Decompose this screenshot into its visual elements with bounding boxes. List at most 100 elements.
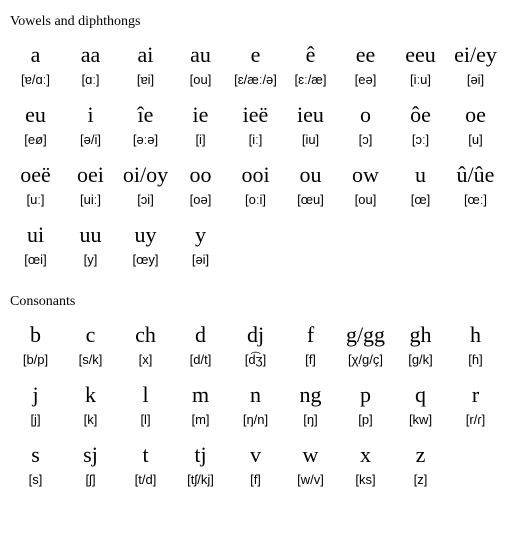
ipa-row: [œi][y][œy][əi] — [8, 248, 502, 276]
ipa-cell: [j] — [8, 408, 63, 436]
grapheme-cell: k — [63, 376, 118, 408]
grapheme-cell: o — [338, 96, 393, 128]
ipa-cell: [iu] — [283, 128, 338, 156]
ipa-cell: [ɦ] — [448, 348, 503, 376]
grapheme-cell: eu — [8, 96, 63, 128]
ipa-cell: [eø] — [8, 128, 63, 156]
ipa-cell: [œ] — [393, 188, 448, 216]
grapheme-cell: uy — [118, 216, 173, 248]
ipa-cell: [ɐi] — [118, 68, 173, 96]
ipa-cell: [ou] — [338, 188, 393, 216]
grapheme-cell: u — [393, 156, 448, 188]
ipa-cell: [tʃ/kj] — [173, 468, 228, 496]
ipa-cell: [oːi] — [228, 188, 283, 216]
ipa-cell: [œː] — [448, 188, 503, 216]
grapheme-cell: s — [8, 436, 63, 468]
grapheme-cell: oeë — [8, 156, 63, 188]
section-chart: bcchddjfg/ggghh[b/p][s/k][x][d/t][d͡ʒ][f… — [8, 316, 502, 496]
ipa-cell: [d͡ʒ] — [228, 348, 283, 376]
ipa-cell: [ɔː] — [393, 128, 448, 156]
ipa-cell: [œu] — [283, 188, 338, 216]
grapheme-cell: g/gg — [338, 316, 393, 348]
ipa-cell: [y] — [63, 248, 118, 276]
grapheme-cell: q — [393, 376, 448, 408]
ipa-cell: [s] — [8, 468, 63, 496]
grapheme-cell: b — [8, 316, 63, 348]
ipa-cell: [ɔi] — [118, 188, 173, 216]
grapheme-cell: z — [393, 436, 448, 468]
grapheme-cell: ooi — [228, 156, 283, 188]
grapheme-cell: ai — [118, 36, 173, 68]
ipa-cell: [kw] — [393, 408, 448, 436]
grapheme-cell: oe — [448, 96, 503, 128]
grapheme-cell: m — [173, 376, 228, 408]
grapheme-cell: ieu — [283, 96, 338, 128]
phonology-chart: Vowels and diphthongsaaaaiaueêeeeeuei/ey… — [8, 14, 502, 496]
ipa-cell: [s/k] — [63, 348, 118, 376]
grapheme-cell: p — [338, 376, 393, 408]
grapheme-cell: sj — [63, 436, 118, 468]
grapheme-cell: ie — [173, 96, 228, 128]
ipa-row: [s][ʃ][t/d][tʃ/kj][f][w/v][ks][z] — [8, 468, 502, 496]
ipa-cell: [i] — [173, 128, 228, 156]
grapheme-row: euiîeieieëieuoôeoe — [8, 96, 502, 128]
grapheme-cell: ei/ey — [448, 36, 503, 68]
grapheme-cell: uu — [63, 216, 118, 248]
grapheme-cell: oi/oy — [118, 156, 173, 188]
ipa-cell: [eə] — [338, 68, 393, 96]
ipa-row: [uː][uiː][ɔi][oə][oːi][œu][ou][œ][œː] — [8, 188, 502, 216]
ipa-cell: [f] — [228, 468, 283, 496]
ipa-cell: [oə] — [173, 188, 228, 216]
grapheme-cell: ch — [118, 316, 173, 348]
grapheme-cell: ng — [283, 376, 338, 408]
ipa-cell: [m] — [173, 408, 228, 436]
ipa-cell: [k] — [63, 408, 118, 436]
ipa-cell: [ŋ] — [283, 408, 338, 436]
section-title: Consonants — [10, 294, 502, 310]
ipa-cell: [iː] — [228, 128, 283, 156]
grapheme-cell: eeu — [393, 36, 448, 68]
grapheme-cell: y — [173, 216, 228, 248]
section-chart: aaaaiaueêeeeeuei/ey[ɐ/ɑː][ɑː][ɐi][ou][ɛ/… — [8, 36, 502, 276]
grapheme-row: jklmnngpqr — [8, 376, 502, 408]
ipa-cell: [œy] — [118, 248, 173, 276]
grapheme-cell: û/ûe — [448, 156, 503, 188]
ipa-cell: [ɛ/æː/ə] — [228, 68, 283, 96]
ipa-cell: [ou] — [173, 68, 228, 96]
ipa-row: [eø][ə/i][əːə][i][iː][iu][ɔ][ɔː][u] — [8, 128, 502, 156]
grapheme-cell: îe — [118, 96, 173, 128]
grapheme-cell: h — [448, 316, 503, 348]
ipa-cell: [x] — [118, 348, 173, 376]
ipa-cell: [iːu] — [393, 68, 448, 96]
grapheme-cell: i — [63, 96, 118, 128]
ipa-cell: [f] — [283, 348, 338, 376]
ipa-cell: [z] — [393, 468, 448, 496]
ipa-cell: [b/p] — [8, 348, 63, 376]
grapheme-cell: ôe — [393, 96, 448, 128]
ipa-row: [ɐ/ɑː][ɑː][ɐi][ou][ɛ/æː/ə][ɛː/æ][eə][iːu… — [8, 68, 502, 96]
ipa-cell: [əi] — [173, 248, 228, 276]
ipa-cell: [uiː] — [63, 188, 118, 216]
grapheme-cell: ou — [283, 156, 338, 188]
grapheme-cell: e — [228, 36, 283, 68]
grapheme-cell: ow — [338, 156, 393, 188]
grapheme-cell: tj — [173, 436, 228, 468]
grapheme-cell: ieë — [228, 96, 283, 128]
grapheme-cell: oo — [173, 156, 228, 188]
ipa-cell: [l] — [118, 408, 173, 436]
grapheme-cell: c — [63, 316, 118, 348]
grapheme-cell: gh — [393, 316, 448, 348]
grapheme-cell: r — [448, 376, 503, 408]
grapheme-row: uiuuuyy — [8, 216, 502, 248]
ipa-cell: [w/v] — [283, 468, 338, 496]
ipa-cell: [d/t] — [173, 348, 228, 376]
ipa-cell: [χ/ɡ/ç] — [338, 348, 393, 376]
ipa-cell: [ŋ/n] — [228, 408, 283, 436]
ipa-cell: [œi] — [8, 248, 63, 276]
grapheme-cell: f — [283, 316, 338, 348]
grapheme-cell: v — [228, 436, 283, 468]
ipa-cell: [ʃ] — [63, 468, 118, 496]
ipa-row: [b/p][s/k][x][d/t][d͡ʒ][f][χ/ɡ/ç][ɡ/k][ɦ… — [8, 348, 502, 376]
grapheme-cell: j — [8, 376, 63, 408]
grapheme-cell: dj — [228, 316, 283, 348]
